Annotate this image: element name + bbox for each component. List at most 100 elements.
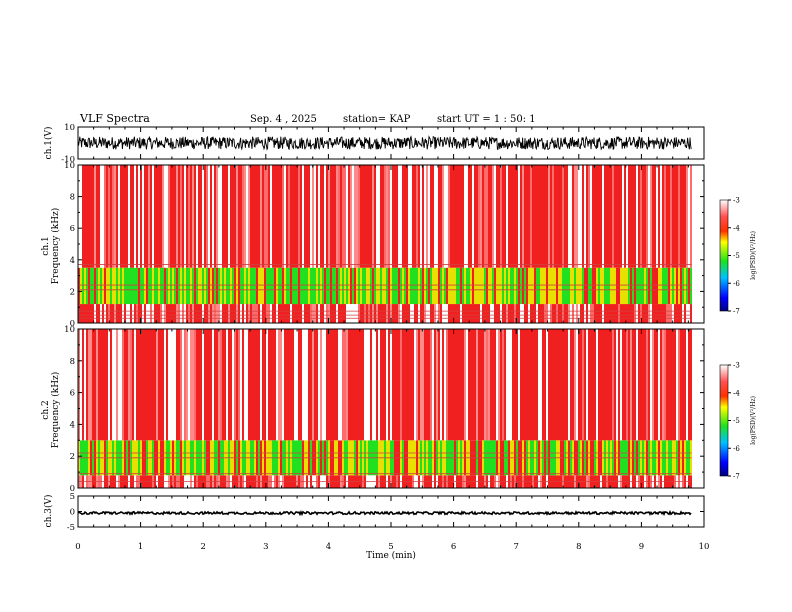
spectrogram-cell: [470, 304, 472, 323]
spectrogram-cell: [520, 329, 522, 441]
spectrogram-cell: [96, 165, 98, 268]
spectrogram-cell: [576, 267, 578, 305]
spectrogram-cell: [90, 267, 92, 305]
ch1-spectrogram-panel: 0 2 4 6 8 10: [64, 161, 705, 329]
spectrogram-cell: [650, 165, 652, 268]
spectrogram-cell: [576, 165, 578, 268]
spectrogram-cell: [422, 165, 424, 268]
spectrogram-cell: [166, 329, 168, 441]
spectrogram-cell: [436, 304, 438, 323]
spectrogram-cell: [348, 165, 350, 268]
spectrogram-cell: [554, 165, 556, 268]
spectrogram-cell: [120, 329, 122, 441]
spectrogram-cell: [460, 304, 462, 323]
spectrogram-cell: [82, 267, 84, 305]
spectrogram-cell: [562, 267, 564, 305]
spectrogram-cell: [644, 165, 646, 268]
spectrogram-cell: [650, 329, 652, 441]
spectrogram-cell: [680, 329, 682, 441]
spectrogram-cell: [248, 267, 250, 305]
spectrogram-cell: [666, 267, 668, 305]
spectrogram-cell: [86, 267, 88, 305]
y-tick-label: 10: [64, 123, 75, 133]
spectrogram-cell: [364, 329, 366, 441]
spectrogram-cell: [446, 304, 448, 323]
spectrogram-cell: [156, 267, 158, 305]
spectrogram-cell: [288, 304, 290, 323]
spectrogram-cell: [544, 304, 546, 323]
spectrogram-cell: [162, 165, 164, 268]
spectrogram-cell: [440, 165, 442, 268]
spectrogram-cell: [480, 329, 482, 441]
spectrogram-cell: [200, 304, 202, 323]
spectrogram-cell: [602, 267, 604, 305]
spectrogram-cell: [448, 165, 450, 268]
spectrogram-cell: [592, 304, 594, 323]
spectrogram-cell: [350, 304, 352, 323]
spectrogram-cell: [128, 304, 130, 323]
spectrogram-cell: [266, 267, 268, 305]
spectrogram-cell: [314, 165, 316, 268]
spectrogram-cell: [234, 165, 236, 268]
spectrogram-cell: [112, 267, 114, 305]
spectrogram-cell: [320, 165, 322, 268]
spectrogram-cell: [660, 304, 662, 323]
spectrogram-cell: [270, 165, 272, 268]
spectrogram-cell: [160, 304, 162, 323]
spectrogram-cell: [406, 267, 408, 305]
spectrogram-cell: [174, 304, 176, 323]
spectrogram-cell: [622, 329, 624, 441]
spectrogram-cell: [380, 329, 382, 441]
spectrogram-cell: [444, 329, 446, 441]
spectrogram-cell: [494, 304, 496, 323]
spectrogram-cell: [252, 267, 254, 305]
spectrogram-cell: [524, 304, 526, 323]
spectrogram-cell: [234, 267, 236, 305]
spectrogram-cell: [660, 267, 662, 305]
spectrogram-cell: [386, 267, 388, 305]
spectrogram-cell: [356, 267, 358, 305]
spectrogram-cell: [678, 267, 680, 305]
spectrogram-cell: [202, 165, 204, 268]
spectrogram-cell: [338, 329, 340, 441]
spectrogram-cell: [236, 329, 238, 441]
spectrogram-cell: [442, 165, 444, 268]
spectrogram-cell: [248, 304, 250, 323]
spectrogram-cell: [592, 165, 594, 268]
spectrogram-cell: [144, 329, 146, 441]
spectrogram-cell: [196, 304, 198, 323]
spectrogram-cell: [116, 267, 118, 305]
spectrogram-cell: [126, 329, 128, 441]
spectrogram-cell: [262, 165, 264, 268]
spectrogram-cell: [434, 267, 436, 305]
spectrogram-cell: [118, 304, 120, 323]
spectrogram-cell: [410, 304, 412, 323]
spectrogram-cell: [86, 304, 88, 323]
spectrogram-cell: [566, 304, 568, 323]
spectrogram-cell: [344, 165, 346, 268]
spectrogram-cell: [232, 267, 234, 305]
spectrogram-cell: [250, 329, 252, 441]
spectrogram-cell: [194, 329, 196, 441]
spectrogram-cell: [686, 267, 688, 305]
spectrogram-cell: [558, 304, 560, 323]
spectrogram-cell: [454, 304, 456, 323]
spectrogram-cell: [166, 304, 168, 323]
spectrogram-cell: [222, 304, 224, 323]
spectrogram-cell: [572, 329, 574, 441]
spectrogram-cell: [308, 165, 310, 268]
spectrogram-cell: [158, 267, 160, 305]
spectrogram-cell: [686, 329, 688, 441]
spectrogram-cell: [540, 267, 542, 305]
spectrogram-cell: [658, 329, 660, 441]
spectrogram-cell: [462, 165, 464, 268]
spectrogram-cell: [526, 304, 528, 323]
spectrogram-cell: [228, 304, 230, 323]
spectrogram-cell: [296, 267, 298, 305]
spectrogram-cell: [274, 304, 276, 323]
spectrogram-cell: [446, 165, 448, 268]
spectrogram-cell: [330, 267, 332, 305]
spectrogram-cell: [280, 304, 282, 323]
spectrogram-cell: [310, 165, 312, 268]
spectrogram-cell: [658, 267, 660, 305]
